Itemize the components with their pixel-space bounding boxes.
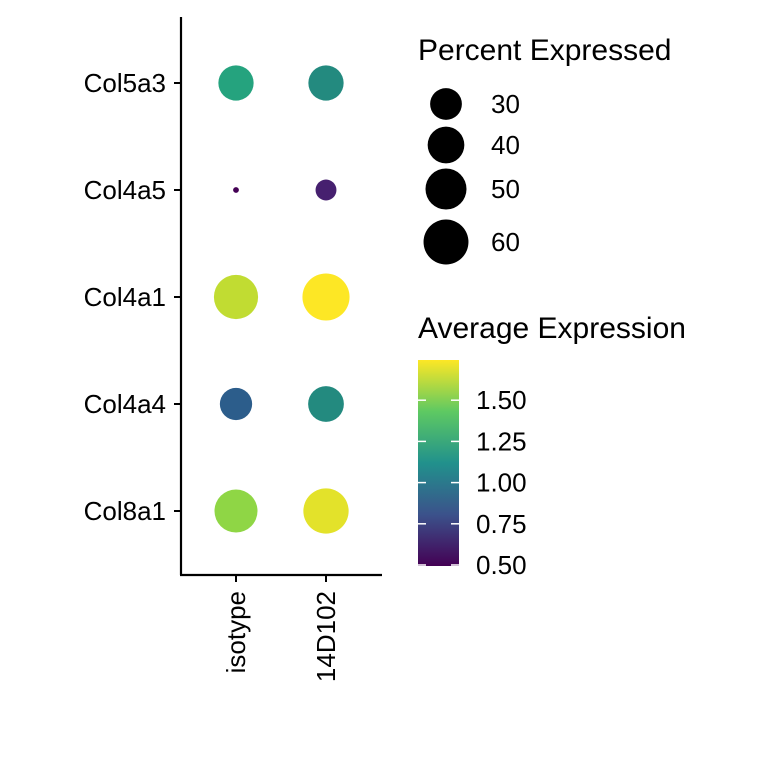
x-tick-label: isotype xyxy=(221,591,251,673)
color-legend: 1.50 1.25 1.00 0.75 0.50 xyxy=(418,385,527,580)
dot-col4a5-isotype xyxy=(233,187,239,193)
y-tick-label: Col4a1 xyxy=(84,282,166,312)
size-legend-dot xyxy=(430,88,462,120)
color-legend-label: 1.25 xyxy=(476,426,527,456)
color-bar xyxy=(418,360,459,566)
dot-col5a3-isotype xyxy=(218,65,254,101)
size-legend: 30 40 50 60 xyxy=(423,88,520,265)
dot-col4a5-14d102 xyxy=(315,179,337,201)
dot-col8a1-14d102 xyxy=(303,488,349,534)
size-legend-label: 50 xyxy=(491,174,520,204)
size-legend-dot xyxy=(427,126,465,164)
color-legend-label: 1.00 xyxy=(476,468,527,498)
dot-col8a1-isotype xyxy=(214,489,258,533)
size-legend-dot xyxy=(423,219,469,265)
dot-col5a3-14d102 xyxy=(308,65,344,101)
x-tick-label: 14D102 xyxy=(311,591,341,682)
color-legend-label: 0.50 xyxy=(476,550,527,580)
color-legend-title: Average Expression xyxy=(418,312,686,345)
dot-col4a4-14d102 xyxy=(308,386,344,422)
color-legend-label: 1.50 xyxy=(476,385,527,415)
plot-layer: Col5a3 Col4a5 Col4a1 Col4a4 Col8a1 isotype 14D… xyxy=(84,65,350,682)
y-tick-label: Col4a5 xyxy=(84,175,166,205)
dot-col4a1-isotype xyxy=(213,274,259,320)
y-tick-label: Col5a3 xyxy=(84,68,166,98)
size-legend-dot xyxy=(425,168,467,210)
size-legend-label: 30 xyxy=(491,89,520,119)
color-legend-label: 0.75 xyxy=(476,509,527,539)
size-legend-title: Percent Expressed xyxy=(418,34,671,67)
size-legend-label: 40 xyxy=(491,130,520,160)
size-legend-label: 60 xyxy=(491,227,520,257)
dot-col4a4-isotype xyxy=(219,387,253,421)
dot-col4a1-14d102 xyxy=(302,273,350,321)
y-tick-label: Col4a4 xyxy=(84,389,166,419)
y-tick-label: Col8a1 xyxy=(84,496,166,526)
